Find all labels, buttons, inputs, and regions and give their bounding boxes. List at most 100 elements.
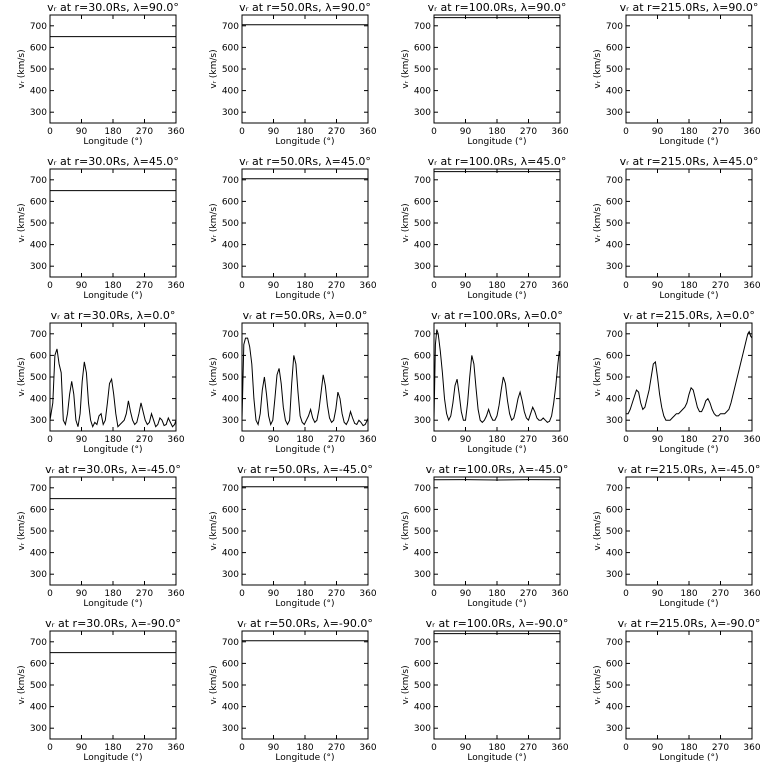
x-tick-label: 0 [47,743,53,753]
x-tick-label: 180 [296,127,313,137]
x-tick-label: 270 [520,281,537,291]
chart-title: vᵣ at r=30.0Rs, λ=90.0° [47,1,179,14]
y-tick-label: 300 [222,724,239,734]
x-tick-label: 0 [239,743,245,753]
x-tick-label: 270 [136,743,153,753]
x-tick-label: 360 [167,435,184,445]
x-tick-label: 180 [680,743,697,753]
y-tick-label: 600 [414,659,431,669]
y-axis-label: vᵣ (km/s) [401,511,411,550]
x-tick-label: 360 [743,435,760,445]
x-axis-label: Longitude (°) [659,599,718,609]
y-tick-label: 700 [222,22,239,32]
x-tick-label: 0 [431,281,437,291]
x-tick-label: 270 [136,589,153,599]
x-tick-label: 90 [652,743,664,753]
plot-frame [49,630,177,740]
x-tick-label: 270 [520,589,537,599]
x-tick-label: 360 [167,743,184,753]
x-tick-label: 0 [431,589,437,599]
y-axis-label: vᵣ (km/s) [593,49,603,88]
x-tick-label: 0 [239,281,245,291]
y-tick-label: 700 [222,176,239,186]
y-tick-label: 400 [222,395,239,405]
x-tick-label: 0 [239,435,245,445]
x-axis-label: Longitude (°) [275,445,334,455]
x-tick-label: 0 [623,589,629,599]
plot-frame [625,168,753,278]
x-tick-label: 0 [431,127,437,137]
y-tick-label: 500 [222,65,239,75]
y-axis-label: vᵣ (km/s) [401,49,411,88]
x-tick-label: 180 [296,743,313,753]
x-tick-label: 270 [136,127,153,137]
y-tick-label: 700 [222,638,239,648]
chart-title: vᵣ at r=50.0Rs, λ=0.0° [243,309,368,322]
x-axis-label: Longitude (°) [83,753,142,763]
plot-frame [241,168,369,278]
y-tick-label: 600 [414,505,431,515]
y-tick-label: 400 [30,241,47,251]
y-tick-label: 300 [606,570,623,580]
plot-frame [625,322,753,432]
y-tick-label: 600 [222,43,239,53]
y-tick-label: 500 [30,65,47,75]
chart-title: vᵣ at r=215.0Rs, λ=90.0° [620,1,759,14]
x-tick-label: 360 [359,743,376,753]
y-axis-label: vᵣ (km/s) [17,49,27,88]
y-tick-label: 300 [222,108,239,118]
chart-panel: vᵣ at r=215.0Rs, λ=-45.0° 0 90 180 270 360 300… [593,463,761,609]
y-tick-label: 300 [30,724,47,734]
y-tick-label: 500 [30,527,47,537]
y-axis-label: vᵣ (km/s) [17,357,27,396]
x-tick-label: 270 [520,127,537,137]
y-axis-label: vᵣ (km/s) [593,511,603,550]
x-tick-label: 360 [551,435,568,445]
chart-panel: vᵣ at r=50.0Rs, λ=-45.0° 0 90 180 270 360 300 4… [209,463,377,609]
x-tick-label: 90 [268,127,280,137]
x-tick-label: 270 [712,743,729,753]
x-tick-label: 270 [328,589,345,599]
x-tick-label: 90 [76,127,88,137]
y-tick-label: 300 [606,262,623,272]
y-tick-label: 300 [222,262,239,272]
chart-panel: vᵣ at r=50.0Rs, λ=-90.0° 0 90 180 270 360 300 4… [209,617,377,763]
x-tick-label: 270 [328,127,345,137]
x-axis-label: Longitude (°) [467,599,526,609]
x-tick-label: 270 [328,743,345,753]
x-tick-label: 180 [296,281,313,291]
x-tick-label: 90 [460,743,472,753]
y-tick-label: 700 [30,484,47,494]
y-tick-label: 700 [414,176,431,186]
y-axis-label: vᵣ (km/s) [209,665,219,704]
x-axis-label: Longitude (°) [467,291,526,301]
y-tick-label: 400 [30,395,47,405]
y-tick-label: 700 [30,176,47,186]
y-tick-label: 400 [414,87,431,97]
plot-frame [625,476,753,586]
series-line [434,329,560,424]
y-axis-label: vᵣ (km/s) [401,203,411,242]
chart-panel: vᵣ at r=100.0Rs, λ=0.0° 0 90 180 270 360 300 40… [401,309,569,455]
chart-title: vᵣ at r=215.0Rs, λ=0.0° [623,309,755,322]
x-axis-label: Longitude (°) [467,137,526,147]
y-tick-label: 600 [30,197,47,207]
x-tick-label: 360 [359,127,376,137]
x-tick-label: 270 [136,435,153,445]
y-tick-label: 700 [606,638,623,648]
y-tick-label: 600 [222,505,239,515]
y-tick-label: 700 [414,22,431,32]
x-tick-label: 180 [680,281,697,291]
chart-title: vᵣ at r=100.0Rs, λ=-90.0° [426,617,569,630]
x-tick-label: 270 [712,127,729,137]
plot-frame [241,630,369,740]
x-tick-label: 180 [296,435,313,445]
x-tick-label: 360 [551,281,568,291]
y-tick-label: 300 [414,724,431,734]
x-tick-label: 360 [551,127,568,137]
x-tick-label: 90 [652,435,664,445]
series-line [242,337,368,427]
y-tick-label: 500 [30,373,47,383]
x-tick-label: 180 [488,435,505,445]
y-axis-label: vᵣ (km/s) [209,357,219,396]
